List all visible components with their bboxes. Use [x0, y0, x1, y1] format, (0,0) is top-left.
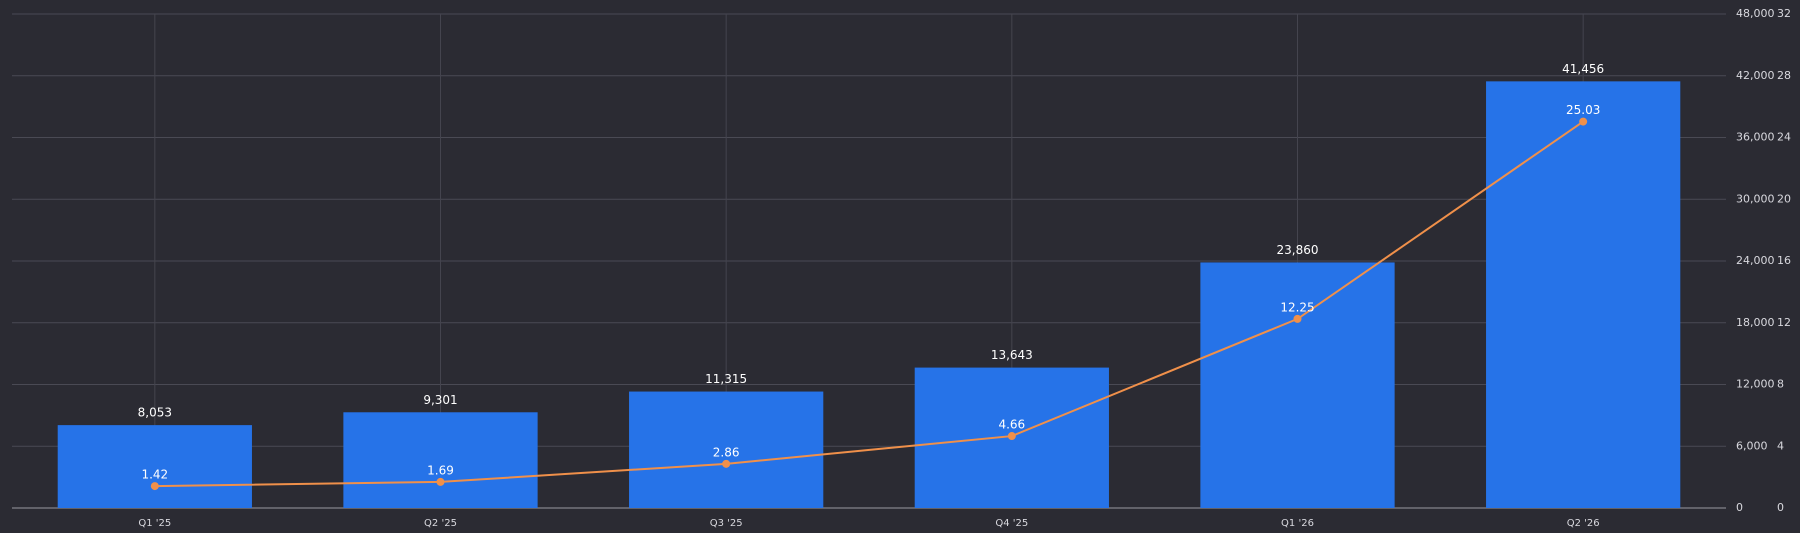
- bar: [57, 425, 252, 508]
- line-value-label: 4.66: [998, 418, 1025, 432]
- y2-tick-label: 12: [1777, 316, 1791, 329]
- bar-value-label: 8,053: [138, 406, 172, 420]
- x-tick-label: Q4 '25: [995, 518, 1028, 529]
- line-point: [1579, 117, 1588, 126]
- bar-value-label: 11,315: [705, 372, 747, 386]
- y-tick-label: 30,000: [1736, 192, 1775, 205]
- x-tick-label: Q1 '26: [1281, 518, 1314, 529]
- y-tick-label: 24,000: [1736, 254, 1775, 267]
- line-value-label: 25.03: [1566, 103, 1600, 117]
- y2-tick-label: 8: [1777, 378, 1784, 391]
- line-value-label: 2.86: [713, 445, 740, 459]
- x-tick-label: Q2 '25: [424, 518, 457, 529]
- x-tick-label: Q3 '25: [710, 518, 743, 529]
- bar: [1200, 262, 1395, 508]
- line: [154, 120, 1584, 488]
- line-value-label: 1.42: [141, 468, 168, 482]
- line-point: [1007, 432, 1016, 441]
- bar: [629, 391, 824, 508]
- y-tick-label: 42,000: [1736, 69, 1775, 82]
- line-point: [722, 459, 731, 468]
- y-tick-label: 18,000: [1736, 316, 1775, 329]
- line-point: [436, 477, 445, 486]
- line-point: [1293, 314, 1302, 323]
- y2-tick-label: 0: [1777, 501, 1784, 514]
- y-tick-label: 12,000: [1736, 378, 1775, 391]
- y-tick-label: 48,000: [1736, 7, 1775, 20]
- y2-tick-label: 16: [1777, 254, 1791, 267]
- bar-value-label: 23,860: [1277, 243, 1319, 257]
- y2-tick-label: 24: [1777, 131, 1791, 144]
- bar: [343, 412, 538, 508]
- bar-value-label: 13,643: [991, 348, 1033, 362]
- y2-tick-label: 4: [1777, 439, 1784, 452]
- y-tick-label: 0: [1736, 501, 1743, 514]
- x-tick-label: Q2 '26: [1567, 518, 1600, 529]
- y2-tick-label: 20: [1777, 192, 1791, 205]
- y-tick-label: 36,000: [1736, 131, 1775, 144]
- bar-value-label: 9,301: [423, 393, 457, 407]
- line-value-label: 1.69: [427, 463, 454, 477]
- line-value-label: 12.25: [1280, 300, 1314, 314]
- y-tick-label: 6,000: [1736, 439, 1768, 452]
- y2-tick-label: 32: [1777, 7, 1791, 20]
- bar-value-label: 41,456: [1562, 62, 1604, 76]
- y2-tick-label: 28: [1777, 69, 1791, 82]
- bar: [1486, 81, 1681, 508]
- x-tick-label: Q1 '25: [138, 518, 171, 529]
- line-point: [150, 482, 159, 491]
